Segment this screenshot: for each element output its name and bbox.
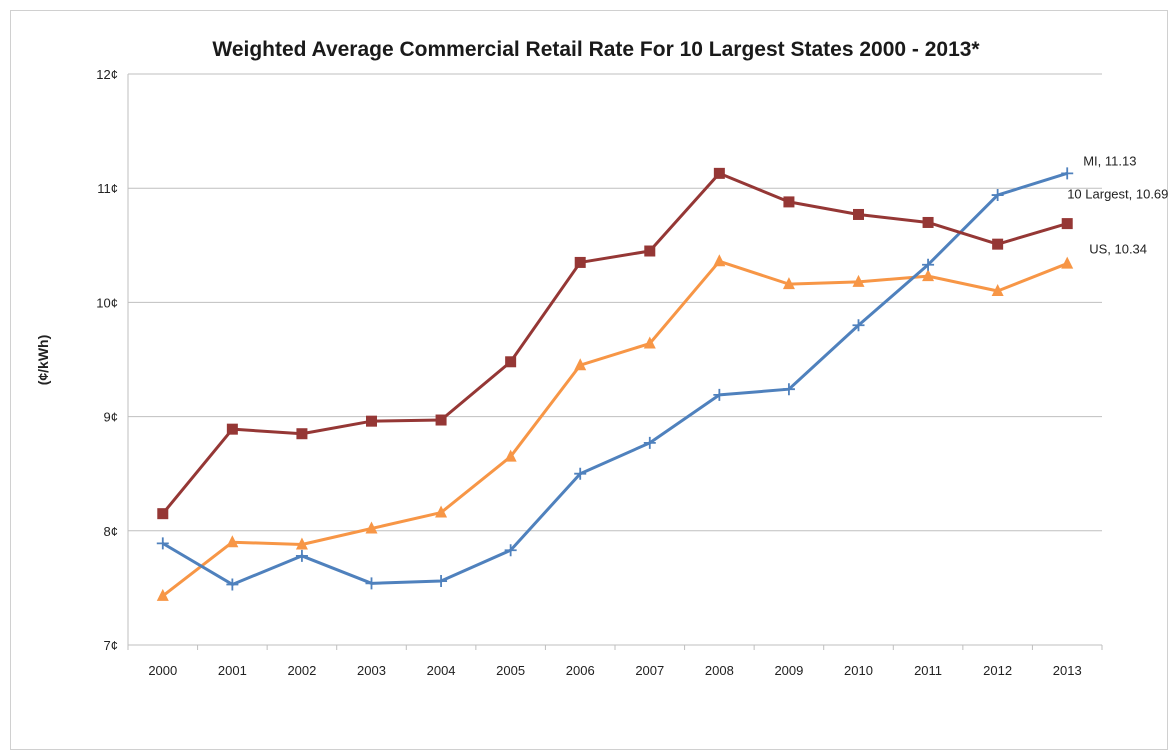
x-tick-label: 2001 — [218, 663, 247, 678]
data-point — [504, 544, 517, 557]
data-point — [922, 258, 935, 271]
data-point — [574, 467, 587, 480]
x-tick-label: 2003 — [357, 663, 386, 678]
data-point — [991, 283, 1004, 296]
chart-title: Weighted Average Commercial Retail Rate … — [212, 38, 980, 61]
data-point — [295, 537, 308, 550]
data-label: US, 10.34 — [1089, 242, 1147, 257]
x-tick-label: 2005 — [496, 663, 525, 678]
data-point — [226, 578, 239, 591]
data-point — [574, 256, 586, 268]
series-us — [156, 254, 1074, 601]
data-point — [505, 356, 517, 368]
y-tick-label: 7¢ — [104, 638, 118, 653]
y-axis-label: (¢/kWh) — [35, 335, 51, 386]
data-point — [783, 196, 795, 208]
data-point — [156, 588, 169, 601]
x-tick-label: 2009 — [774, 663, 803, 678]
x-tick-label: 2012 — [983, 663, 1012, 678]
x-tick-label: 2010 — [844, 663, 873, 678]
series-line — [161, 171, 1068, 515]
gridlines — [127, 73, 1103, 650]
data-point — [713, 254, 726, 267]
y-tick-label: 10¢ — [96, 295, 118, 310]
y-tick-label: 12¢ — [96, 67, 118, 82]
x-tick-label: 2004 — [427, 663, 456, 678]
x-tick-label: 2007 — [635, 663, 664, 678]
data-point — [644, 245, 656, 257]
data-point — [853, 208, 864, 220]
data-point — [643, 436, 656, 449]
data-point — [643, 336, 656, 349]
data-point — [435, 575, 448, 588]
x-tick-label: 2013 — [1053, 663, 1082, 678]
data-point — [435, 505, 448, 518]
end-labels: 10 Largest, 10.69 US, 10.34 MI, 11.13 — [1067, 153, 1168, 256]
data-point — [365, 521, 378, 534]
chart-frame — [10, 10, 1168, 750]
x-tick-label: 2002 — [287, 663, 316, 678]
data-point — [1061, 218, 1073, 230]
data-point — [782, 277, 795, 290]
y-tick-label: 11¢ — [97, 181, 118, 196]
data-point — [226, 535, 239, 548]
series-mi — [156, 167, 1074, 591]
series-line — [162, 171, 1068, 586]
data-point — [782, 383, 795, 396]
data-point — [226, 423, 238, 435]
data-point — [157, 508, 169, 520]
data-point — [1061, 256, 1074, 269]
y-tick-label: 8¢ — [104, 524, 118, 539]
data-label: 10 Largest, 10.69 — [1067, 187, 1168, 202]
data-label: MI, 11.13 — [1083, 153, 1136, 168]
x-tick-label: 2008 — [705, 663, 734, 678]
data-point — [991, 189, 1004, 202]
data-point — [922, 269, 935, 282]
data-point — [295, 549, 308, 562]
data-point — [713, 388, 726, 401]
data-point — [504, 449, 517, 462]
x-tick-labels: 2000 2001 2002 2003 2004 2005 2006 2007 2008 2009… — [148, 663, 1081, 678]
series-10-largest — [157, 167, 1073, 520]
data-point — [574, 358, 587, 371]
data-point — [156, 537, 169, 550]
series-line — [161, 259, 1068, 598]
data-point — [852, 319, 865, 332]
y-tick-labels: 7¢ 8¢ 9¢ 10¢ 11¢ 12¢ — [96, 67, 118, 653]
data-point — [992, 238, 1004, 250]
y-tick-label: 9¢ — [104, 410, 118, 425]
x-tick-label: 2000 — [148, 663, 177, 678]
data-point — [713, 167, 725, 179]
series-group — [156, 167, 1074, 601]
data-point — [922, 216, 934, 228]
data-point — [296, 428, 308, 440]
data-point — [366, 415, 377, 427]
x-tick-label: 2011 — [914, 663, 942, 678]
data-point — [1061, 167, 1074, 180]
data-point — [435, 414, 447, 426]
data-point — [365, 577, 378, 590]
data-point — [852, 274, 865, 287]
x-tick-label: 2006 — [566, 663, 595, 678]
